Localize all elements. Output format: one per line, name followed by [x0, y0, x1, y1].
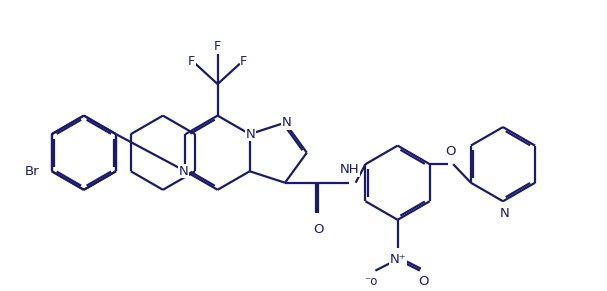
Text: F: F — [240, 55, 247, 68]
Text: O: O — [419, 274, 429, 288]
Text: Br: Br — [24, 165, 39, 178]
Text: N: N — [245, 128, 255, 141]
Text: ⁻o: ⁻o — [364, 274, 377, 288]
Text: N: N — [282, 116, 292, 129]
Text: NH: NH — [340, 163, 359, 176]
Text: N: N — [500, 207, 510, 220]
Text: N⁺: N⁺ — [389, 253, 406, 265]
Text: F: F — [214, 40, 221, 53]
Text: O: O — [445, 145, 455, 158]
Text: N: N — [178, 165, 188, 178]
Text: O: O — [313, 223, 324, 236]
Text: F: F — [188, 55, 195, 68]
